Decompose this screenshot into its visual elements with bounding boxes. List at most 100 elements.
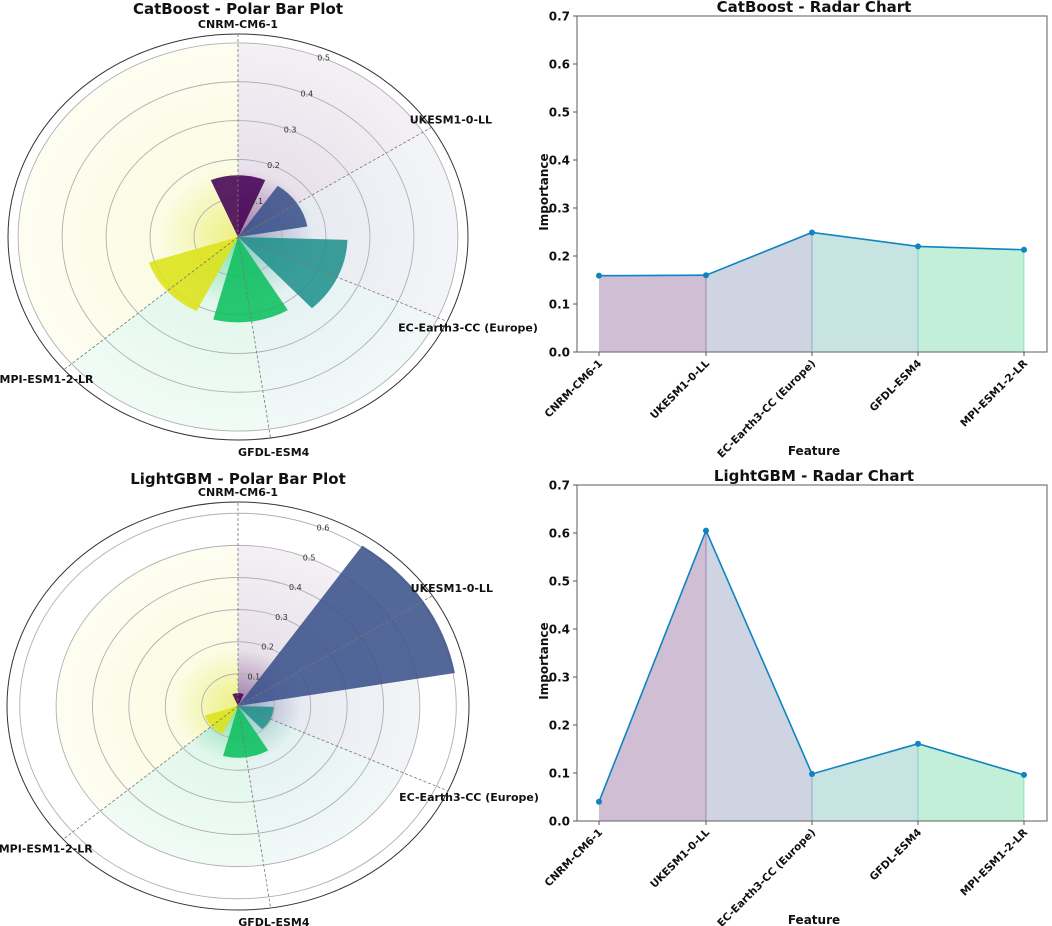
background-sector <box>238 132 458 318</box>
radial-tick-label: 0.4 <box>289 583 302 592</box>
category-label: EC-Earth3-CC (Europe) <box>399 791 539 804</box>
data-point <box>915 243 921 250</box>
area-segment <box>812 232 918 352</box>
angular-grid-line <box>237 236 271 439</box>
angular-grid-line <box>237 595 433 707</box>
x-tick-label: CNRM-CM6-1 <box>543 827 606 890</box>
x-axis-label: Feature <box>788 444 840 458</box>
area-segment <box>706 530 812 821</box>
category-label: MPI-ESM1-2-LR <box>0 843 93 856</box>
category-label: GFDL-ESM4 <box>238 916 310 926</box>
radial-tick-label: 0.2 <box>261 643 274 652</box>
y-axis-label: Importance <box>537 153 551 230</box>
polar-bar <box>223 706 269 758</box>
data-point <box>1021 771 1027 778</box>
y-axis-label: Importance <box>537 622 551 699</box>
x-tick-label: GFDL-ESM4 <box>868 358 925 415</box>
data-point <box>703 272 709 279</box>
x-axis-label: Feature <box>788 913 840 926</box>
grid-ring <box>164 641 312 771</box>
background-sector <box>18 42 239 364</box>
radial-tick-label: 0.5 <box>303 553 316 562</box>
angular-grid-line <box>63 236 239 371</box>
category-label: UKESM1-0-LL <box>410 114 492 127</box>
data-point <box>809 229 815 236</box>
angular-grid-line <box>62 705 239 840</box>
category-label: EC-Earth3-CC (Europe) <box>398 321 538 334</box>
y-tick-label: 0.3 <box>549 671 570 685</box>
x-tick-label: EC-Earth3-CC (Europe) <box>715 827 818 926</box>
category-label: UKESM1-0-LL <box>411 582 493 595</box>
data-point <box>1021 246 1027 253</box>
y-tick-label: 0.7 <box>549 10 570 24</box>
background-sector <box>238 42 424 238</box>
radial-tick-label: 0.3 <box>284 125 297 134</box>
lightgbm-radar-chart: 0.0 0.1 0.2 0.3 0.4 0.5 0.6 0.7 CNRM-CM6-1 UKESM1… <box>537 467 1048 926</box>
radial-tick-label: 0.2 <box>267 161 280 170</box>
x-tick-label: GFDL-ESM4 <box>868 827 925 884</box>
chart-title: CatBoost - Polar Bar Plot <box>133 0 343 18</box>
y-tick-label: 0.4 <box>549 154 570 168</box>
area-segment <box>812 743 918 821</box>
data-point <box>809 770 815 777</box>
y-tick-label: 0.6 <box>549 527 570 541</box>
y-tick-label: 0.1 <box>549 767 570 781</box>
y-tick-label: 0.2 <box>549 250 570 264</box>
radial-tick-label: 0.1 <box>250 197 263 206</box>
angular-grid-line <box>237 705 271 909</box>
x-tick-label: MPI-ESM1-2-LR <box>958 827 1030 899</box>
category-label: CNRM-CM6-1 <box>198 18 278 31</box>
background-sector <box>238 706 404 866</box>
polar-bar <box>213 237 288 323</box>
data-point <box>703 527 709 534</box>
data-point <box>915 740 921 747</box>
category-label: GFDL-ESM4 <box>238 446 310 459</box>
data-point <box>596 798 602 805</box>
y-tick-label: 0.3 <box>549 202 570 216</box>
y-tick-label: 0.2 <box>549 719 570 733</box>
angular-grid-line <box>237 705 449 792</box>
data-point <box>596 272 602 279</box>
radial-tick-label: 0.4 <box>301 89 314 98</box>
polar-bar <box>238 237 348 309</box>
category-label: MPI-ESM1-2-LR <box>0 373 94 386</box>
chart-title: CatBoost - Radar Chart <box>717 0 912 16</box>
category-label: CNRM-CM6-1 <box>198 486 278 499</box>
background-sector <box>100 706 264 867</box>
y-tick-label: 0.4 <box>549 623 570 637</box>
polar-bar <box>238 545 455 706</box>
angular-grid-line <box>237 126 432 238</box>
lightgbm-polar-bar-plot: 0.1 0.2 0.3 0.4 0.5 0.6 CNRM-CM6-1 UKESM1-0-LL E… <box>0 470 539 926</box>
y-tick-label: 0.7 <box>549 479 570 493</box>
grid-ring <box>92 577 384 835</box>
chart-title: LightGBM - Radar Chart <box>714 467 914 485</box>
area-segment <box>599 530 706 821</box>
catboost-polar-bar-plot: 0.1 0.2 0.3 0.4 0.5 CNRM-CM6-1 UKESM1-0-LL EC-E… <box>0 0 538 459</box>
radial-tick-label: 0.6 <box>317 524 330 533</box>
y-tick-label: 0.5 <box>549 575 570 589</box>
polar-bar <box>148 237 238 312</box>
radial-tick-label: 0.1 <box>247 672 260 681</box>
y-tick-label: 0.6 <box>549 58 570 72</box>
x-tick-label: CNRM-CM6-1 <box>543 358 606 421</box>
background-sector <box>56 545 238 811</box>
x-tick-label: MPI-ESM1-2-LR <box>958 358 1030 430</box>
y-tick-label: 0.1 <box>549 298 570 312</box>
area-segment <box>918 246 1024 352</box>
area-segment <box>706 232 812 352</box>
radial-tick-label: 0.5 <box>317 54 330 63</box>
radial-tick-label: 0.3 <box>275 613 288 622</box>
polar-bar <box>204 706 238 734</box>
polar-bar <box>238 185 308 237</box>
x-tick-label: UKESM1-0-LL <box>648 826 712 890</box>
y-tick-label: 0.5 <box>549 106 570 120</box>
x-tick-label: UKESM1-0-LL <box>648 357 712 421</box>
polar-frame <box>6 501 470 911</box>
area-segment <box>918 743 1024 821</box>
area-segment <box>599 275 706 352</box>
background-sector <box>71 237 270 432</box>
angular-grid-line <box>237 236 448 322</box>
chart-title: LightGBM - Polar Bar Plot <box>130 470 346 488</box>
catboost-radar-chart: 0.0 0.1 0.2 0.3 0.4 0.5 0.6 0.7 CNRM-CM6-1 UKESM1… <box>537 0 1048 460</box>
